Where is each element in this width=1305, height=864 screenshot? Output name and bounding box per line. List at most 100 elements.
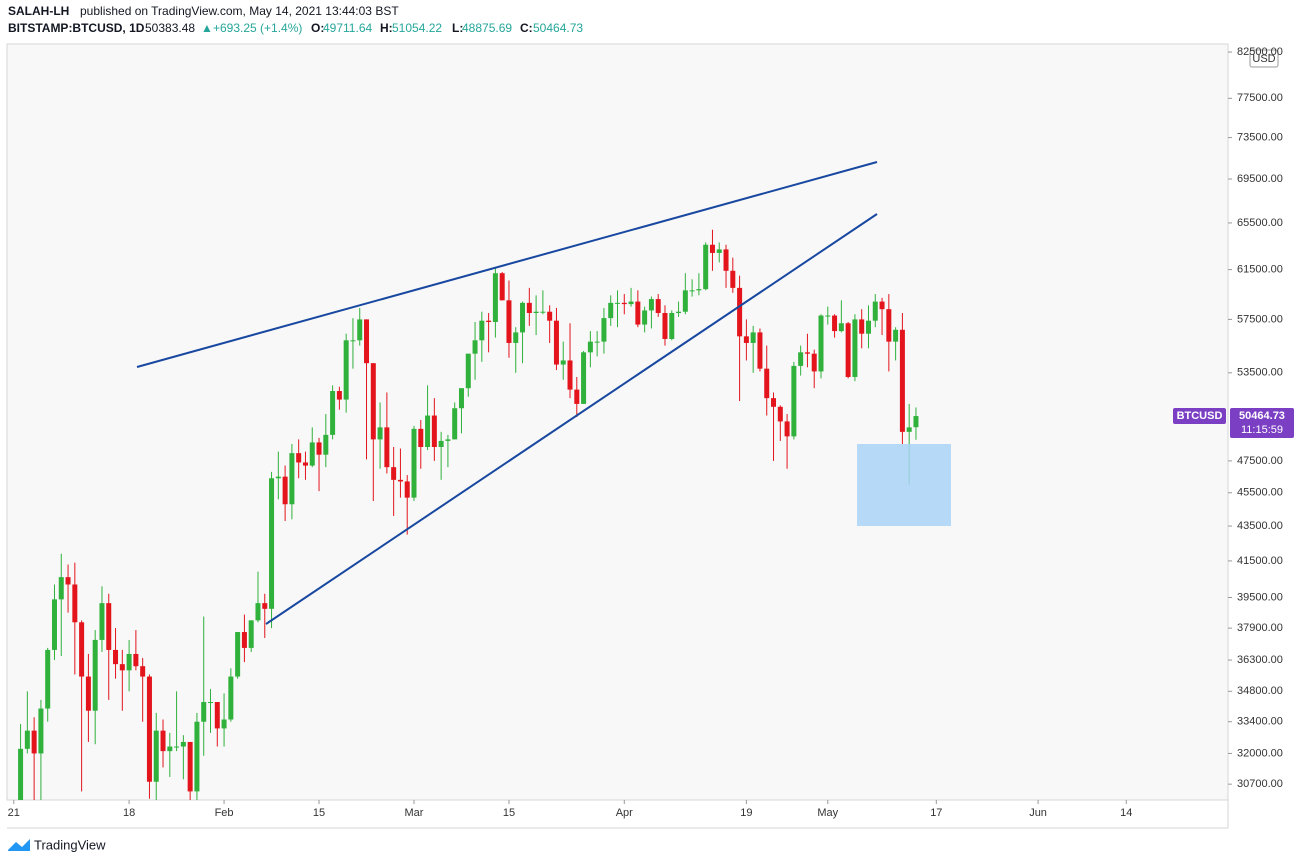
candle-body	[425, 415, 431, 447]
candle-body	[798, 352, 804, 366]
candle-body	[404, 481, 410, 498]
x-tick-label: Feb	[215, 807, 234, 819]
candle-body	[302, 462, 308, 466]
candle-body	[737, 287, 743, 337]
candle-body	[58, 577, 64, 600]
ohlc-label: L:	[452, 21, 463, 35]
candle-body	[784, 421, 790, 437]
candle-body	[594, 341, 600, 343]
currency: USD	[1252, 53, 1275, 65]
candle-body	[174, 746, 180, 748]
candle-body	[913, 416, 919, 428]
y-tick-label: 73500.00	[1237, 131, 1283, 143]
x-tick-label: 21	[8, 807, 20, 819]
candle-body	[906, 427, 912, 432]
candle-body	[662, 312, 668, 339]
currency-box[interactable]	[1249, 49, 1279, 68]
candle-body	[269, 478, 275, 609]
candle-body	[431, 415, 437, 447]
candle-body	[567, 360, 573, 390]
candle-body	[160, 730, 166, 752]
x-tick-label: Jun	[1029, 807, 1047, 819]
symbol-badge: BTCUSD	[1177, 410, 1223, 422]
candle-body	[893, 329, 899, 342]
y-tick-label: 77500.00	[1237, 92, 1283, 104]
candle-body	[79, 622, 85, 677]
candle-body	[764, 368, 770, 399]
candle-body	[146, 676, 152, 782]
x-tick-label: May	[817, 807, 838, 819]
y-tick-label: 57500.00	[1237, 313, 1283, 325]
candles	[18, 229, 919, 800]
candle-body	[832, 315, 838, 332]
candle-body	[472, 340, 478, 354]
candle-body	[113, 649, 119, 665]
candle-body	[214, 702, 220, 729]
candle-body	[635, 301, 641, 325]
y-tick-label: 69500.00	[1237, 173, 1283, 185]
candle-body	[818, 315, 824, 372]
candle-body	[879, 301, 885, 310]
candle-body	[886, 309, 892, 342]
x-tick-label: 15	[503, 807, 515, 819]
candle-body	[838, 323, 844, 332]
x-tick-label: Apr	[616, 807, 633, 819]
ohlc-value: 48875.69	[462, 21, 512, 35]
ohlc-value: 51054.22	[392, 21, 442, 35]
candle-body	[601, 318, 607, 342]
candle-body	[676, 311, 682, 313]
candle-body	[445, 439, 451, 441]
plot-area	[6, 43, 1229, 801]
candle-body	[180, 741, 186, 747]
candle-body	[438, 440, 444, 447]
candle-body	[608, 302, 614, 319]
candle-body	[255, 603, 261, 621]
candle-body	[669, 312, 675, 339]
symbol-badge-bg	[1173, 408, 1226, 425]
candle-body	[31, 730, 37, 754]
ohlc-label: H:	[380, 21, 393, 35]
y-tick-label: 45500.00	[1237, 487, 1283, 499]
candle-body	[540, 311, 546, 313]
candle-body	[723, 249, 729, 271]
candle-body	[526, 302, 532, 313]
candle-body	[330, 391, 336, 435]
author: SALAH-LH	[8, 4, 69, 18]
price-badge: 50464.73	[1239, 410, 1285, 422]
ohlc-label: C:	[520, 21, 533, 35]
y-tick-label: 36300.00	[1237, 654, 1283, 666]
candle-body	[703, 244, 709, 290]
ohlc-value: 50464.73	[533, 21, 583, 35]
y-tick-label: 43500.00	[1237, 520, 1283, 532]
y-tick-label: 32000.00	[1237, 747, 1283, 759]
candle-body	[730, 270, 736, 288]
candle-body	[323, 434, 329, 455]
logo-icon	[8, 839, 30, 851]
candle-body	[316, 442, 322, 455]
candle-body	[235, 632, 241, 677]
candle-body	[289, 453, 295, 505]
candle-body	[99, 603, 105, 640]
y-tick-label: 41500.00	[1237, 555, 1283, 567]
x-tick-label: 15	[313, 807, 325, 819]
candle-body	[696, 289, 702, 291]
candle-body	[208, 702, 213, 704]
candle-body	[92, 639, 98, 711]
candle-body	[119, 664, 125, 671]
candle-body	[282, 476, 288, 505]
candle-body	[492, 273, 498, 322]
x-tick-label: 18	[123, 807, 135, 819]
candle-body	[865, 320, 871, 334]
candle-body	[85, 676, 91, 711]
change: +693.25 (+1.4%)	[213, 21, 302, 35]
candle-body	[615, 302, 620, 304]
candle-body	[533, 311, 539, 313]
candle-body	[845, 323, 851, 377]
candle-body	[872, 301, 878, 321]
candle-body	[296, 453, 302, 463]
candle-body	[771, 398, 777, 407]
candle-body	[384, 427, 390, 468]
x-tick-label: 14	[1120, 807, 1132, 819]
candle-body	[65, 577, 71, 585]
